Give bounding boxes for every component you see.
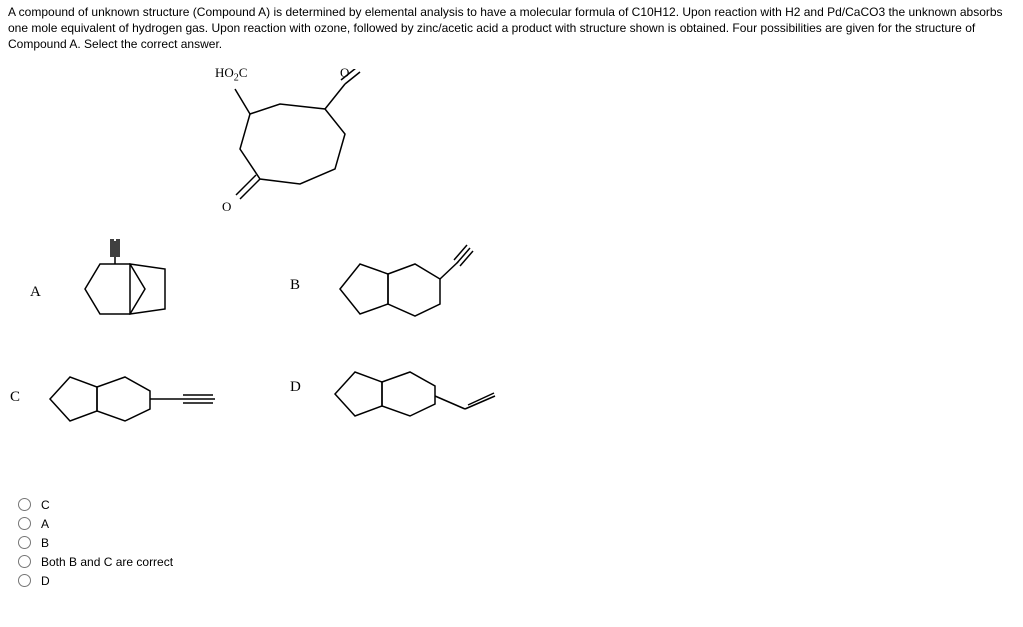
option-c[interactable]: C xyxy=(18,498,1023,512)
option-a-label: A xyxy=(41,517,49,531)
option-d-label: D xyxy=(41,574,50,588)
radio-b[interactable] xyxy=(18,536,31,549)
label-a: A xyxy=(30,284,41,301)
radio-a[interactable] xyxy=(18,517,31,530)
options-list: C A B Both B and C are correct D xyxy=(0,489,1023,588)
option-d[interactable]: D xyxy=(18,574,1023,588)
label-c: C xyxy=(10,389,20,406)
structure-b xyxy=(320,234,480,344)
product-o-label: O xyxy=(340,65,349,81)
option-both-label: Both B and C are correct xyxy=(41,555,173,569)
radio-d[interactable] xyxy=(18,574,31,587)
product-o2-label: O xyxy=(222,199,231,215)
label-d: D xyxy=(290,379,301,396)
diagram-area: HO2C O O A B xyxy=(0,59,1023,489)
structure-d xyxy=(320,354,520,434)
option-both[interactable]: Both B and C are correct xyxy=(18,555,1023,569)
option-c-label: C xyxy=(41,498,50,512)
product-ho2c-label: HO2C xyxy=(215,65,247,84)
option-b-label: B xyxy=(41,536,49,550)
structure-c xyxy=(35,359,235,439)
radio-both[interactable] xyxy=(18,555,31,568)
option-a[interactable]: A xyxy=(18,517,1023,531)
question-text: A compound of unknown structure (Compoun… xyxy=(0,0,1023,59)
label-b: B xyxy=(290,277,300,294)
radio-c[interactable] xyxy=(18,498,31,511)
option-b[interactable]: B xyxy=(18,536,1023,550)
product-structure xyxy=(205,69,375,209)
structure-a xyxy=(55,229,195,349)
